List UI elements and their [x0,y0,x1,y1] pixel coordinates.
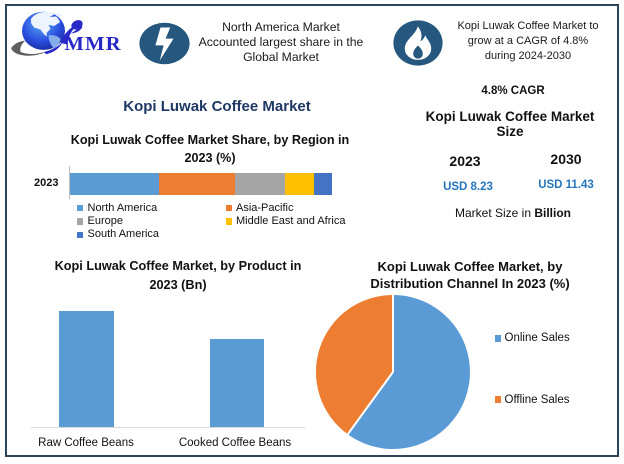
svg-text:MMR: MMR [65,33,122,55]
